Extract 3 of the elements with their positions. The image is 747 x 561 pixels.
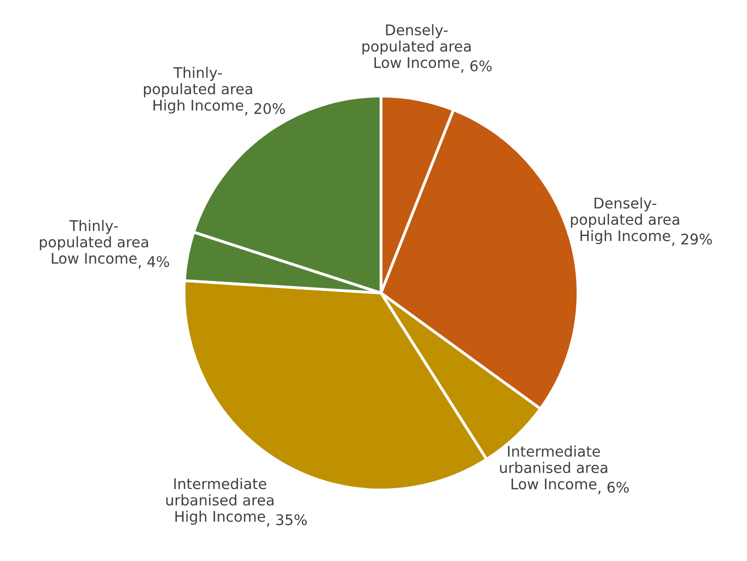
data-label: , 20% — [245, 103, 285, 116]
data-label: , 29% — [672, 234, 712, 246]
data-label: , 35% — [267, 514, 307, 527]
